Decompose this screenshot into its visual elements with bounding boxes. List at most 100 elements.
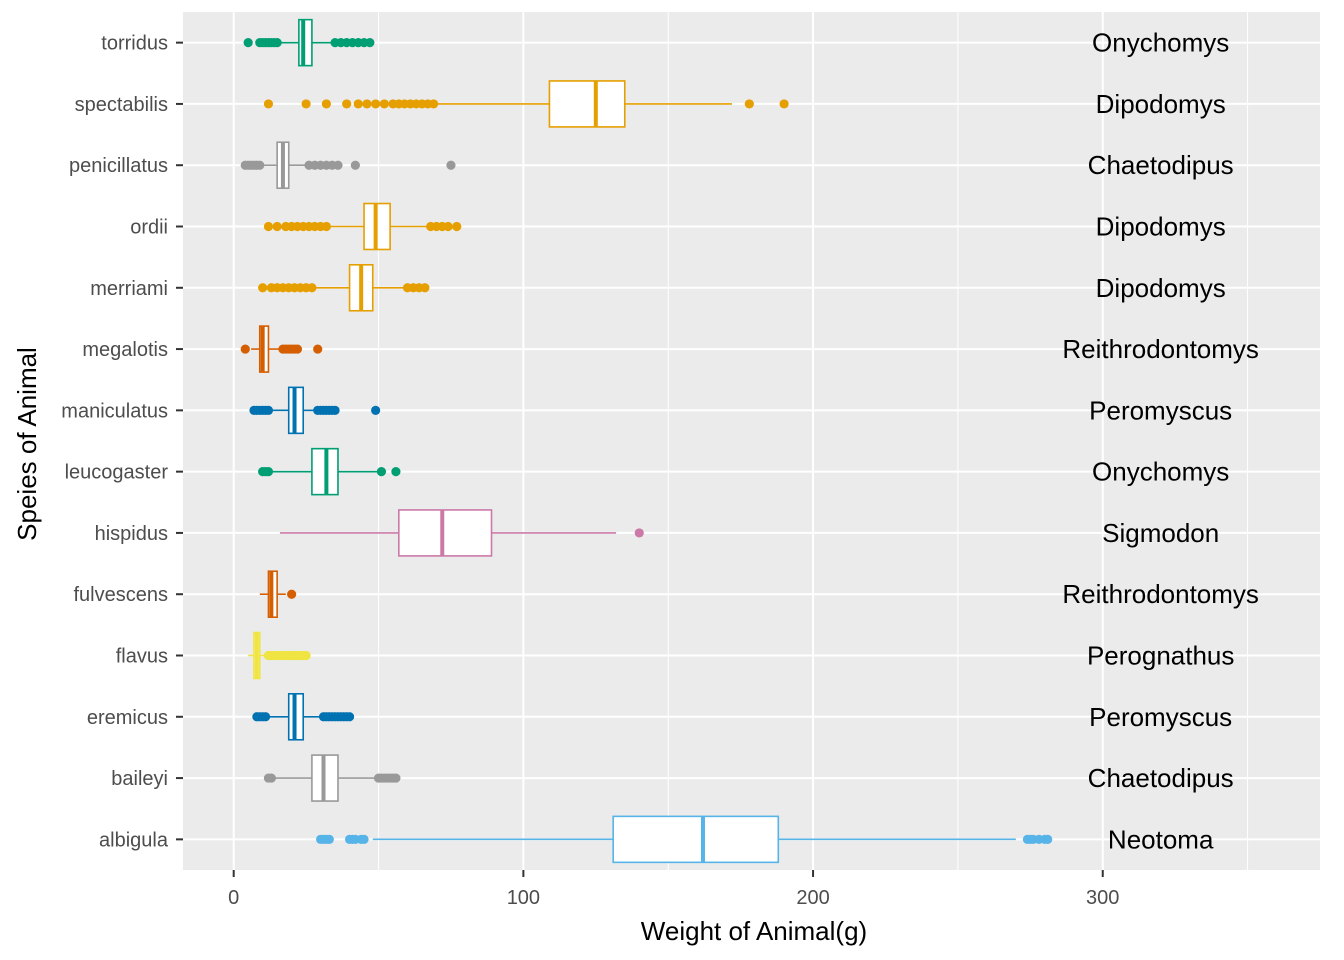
y-tick-label: merriami	[90, 278, 168, 300]
genus-label: Reithrodontomys	[1062, 579, 1259, 609]
outlier-point	[263, 405, 274, 415]
outlier-point	[359, 834, 369, 844]
outlier-point	[391, 467, 401, 477]
y-axis-title: Speies of Animal	[12, 347, 42, 541]
x-tick-label: 0	[228, 887, 239, 909]
x-tick-label: 100	[507, 887, 540, 909]
outlier-point	[353, 99, 363, 109]
outlier-point	[301, 99, 311, 109]
panel-background	[183, 12, 1320, 870]
box-iqr	[548, 80, 626, 128]
genus-label: Chaetodipus	[1088, 150, 1234, 180]
outlier-point	[333, 160, 343, 170]
outlier-point	[313, 344, 323, 354]
outlier-point	[266, 773, 276, 783]
x-tick-label: 200	[796, 887, 829, 909]
box-flavus	[248, 631, 311, 680]
genus-label: Reithrodontomys	[1062, 334, 1259, 364]
outlier-point	[446, 160, 456, 170]
outlier-point	[263, 99, 274, 109]
box-merriami	[258, 264, 430, 312]
y-tick-label: fulvescens	[74, 584, 169, 606]
box-megalotis	[240, 325, 323, 373]
outlier-point	[272, 221, 282, 232]
y-tick-label: eremicus	[87, 707, 168, 729]
outlier-point	[744, 99, 754, 109]
outlier-point	[292, 344, 303, 354]
outlier-point	[362, 99, 372, 109]
x-axis: 0 100 200 300	[228, 870, 1119, 909]
outlier-point	[371, 405, 381, 415]
outlier-point	[263, 221, 274, 232]
boxes-layer	[240, 18, 1053, 864]
genus-labels: Onychomys Dipodomys Chaetodipus Dipodomys Di…	[1062, 28, 1259, 855]
outlier-point	[365, 38, 375, 48]
outlier-point	[420, 283, 430, 293]
x-tick-label: 300	[1086, 887, 1119, 909]
outlier-point	[330, 405, 340, 415]
outlier-point	[634, 528, 644, 538]
y-tick-label: hispidus	[95, 523, 168, 545]
y-axis: torridus spectabilis penicillatus ordii merr…	[61, 33, 183, 851]
box-albigula	[315, 815, 1053, 864]
y-tick-label: penicillatus	[69, 155, 168, 177]
genus-label: Perognathus	[1087, 641, 1234, 671]
outlier-point	[428, 99, 439, 109]
box-maniculatus	[249, 386, 381, 435]
outlier-point	[344, 712, 355, 722]
outlier-point	[301, 650, 311, 661]
y-tick-label: flavus	[116, 646, 168, 668]
genus-label: Sigmodon	[1102, 518, 1219, 548]
genus-label: Dipodomys	[1096, 212, 1226, 242]
box-fulvescens	[259, 570, 297, 618]
genus-label: Peromyscus	[1089, 702, 1232, 732]
outlier-point	[240, 344, 250, 354]
outlier-point	[342, 99, 352, 109]
y-tick-label: torridus	[101, 33, 168, 55]
y-tick-label: spectabilis	[75, 94, 168, 116]
y-tick-label: ordii	[130, 217, 168, 239]
outlier-point	[272, 38, 282, 48]
genus-label: Dipodomys	[1096, 273, 1226, 303]
box-iqr	[398, 509, 493, 557]
genus-label: Neotoma	[1108, 824, 1214, 854]
outlier-point	[287, 589, 297, 599]
genus-label: Onychomys	[1092, 457, 1229, 487]
outlier-point	[324, 834, 334, 844]
outlier-point	[258, 283, 268, 293]
y-tick-label: albigula	[99, 829, 169, 851]
box-spectabilis	[263, 80, 789, 128]
box-baileyi	[263, 754, 401, 802]
genus-label: Chaetodipus	[1088, 763, 1234, 793]
genus-label: Onychomys	[1092, 28, 1229, 58]
outlier-point	[443, 221, 453, 232]
box-ordii	[263, 202, 462, 251]
outlier-point	[243, 38, 253, 48]
outlier-point	[263, 467, 274, 477]
y-tick-label: maniculatus	[61, 400, 168, 422]
outlier-point	[376, 467, 387, 477]
box-hispidus	[280, 509, 644, 557]
y-tick-label: leucogaster	[65, 462, 169, 484]
outlier-point	[350, 160, 360, 170]
outlier-point	[391, 773, 401, 783]
x-axis-title: Weight of Animal(g)	[641, 916, 867, 946]
box-iqr	[612, 815, 780, 864]
box-iqr	[298, 18, 313, 67]
outlier-point	[321, 221, 331, 232]
outlier-point	[255, 160, 265, 170]
outlier-point	[1043, 834, 1053, 844]
outlier-point	[321, 99, 331, 109]
y-tick-label: baileyi	[111, 768, 168, 790]
box-torridus	[243, 18, 375, 67]
outlier-point	[371, 99, 381, 109]
outlier-point	[260, 712, 271, 722]
y-tick-label: megalotis	[82, 339, 168, 361]
genus-label: Dipodomys	[1096, 89, 1226, 119]
box-leucogaster	[258, 447, 401, 496]
outlier-point	[307, 283, 317, 293]
outlier-point	[779, 99, 789, 109]
outlier-point	[379, 99, 389, 109]
box-penicillatus	[240, 141, 456, 189]
